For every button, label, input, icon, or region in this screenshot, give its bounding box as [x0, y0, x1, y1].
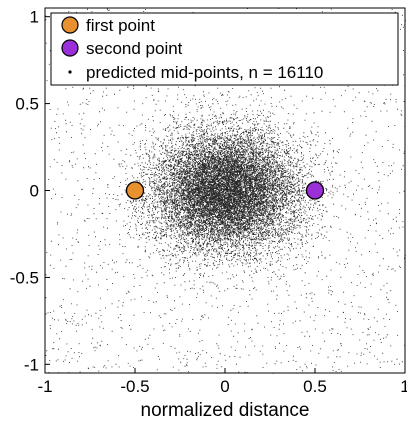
legend-box — [50, 12, 399, 86]
legend-label-mid-points: predicted mid-points, n = 16110 — [86, 63, 323, 82]
y-tick-label: 0 — [30, 182, 39, 201]
legend-label-first-point: first point — [86, 16, 155, 35]
y-axis-ticks: 1 0.5 0 -0.5 -1 — [10, 8, 50, 374]
y-tick-label: -0.5 — [10, 268, 39, 287]
x-tick-label: 1 — [400, 377, 407, 396]
legend-label-second-point: second point — [86, 39, 183, 58]
x-tick-label: 0 — [220, 377, 229, 396]
legend-marker-first-point — [61, 16, 79, 34]
y-tick-label: 0.5 — [15, 95, 39, 114]
legend: first point second point predicted mid-p… — [50, 12, 399, 86]
x-axis-ticks: -1 -0.5 0 0.5 1 — [37, 368, 407, 396]
legend-marker-second-point — [61, 39, 79, 57]
x-axis-title: normalized distance — [141, 400, 310, 421]
x-tick-label: -1 — [37, 377, 52, 396]
legend-marker-mid-points — [68, 70, 72, 74]
key-points-layer — [125, 181, 325, 200]
first-point-marker — [125, 181, 145, 200]
y-tick-label: -1 — [24, 355, 39, 374]
second-point-marker — [305, 181, 325, 200]
y-tick-label: 1 — [30, 8, 39, 27]
x-tick-label: 0.5 — [303, 377, 327, 396]
x-tick-label: -0.5 — [120, 377, 149, 396]
